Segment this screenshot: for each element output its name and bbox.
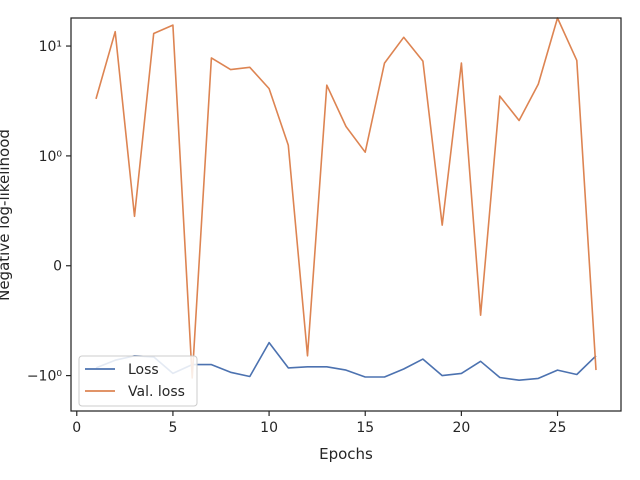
x-tick-label: 25 [549,420,567,436]
y-tick-label: 0 [53,259,62,275]
y-tick-label: −10⁰ [27,369,63,385]
x-axis-label: Epochs [319,445,373,463]
y-tick-label: 10¹ [39,39,62,55]
legend-label: Val. loss [128,384,185,400]
plot-area [95,17,597,381]
x-tick-label: 0 [72,420,81,436]
legend: Loss Val. loss [78,355,198,407]
x-tick-label: 15 [356,420,374,436]
y-axis-label: Negative log-likelihood [0,129,13,301]
legend-label: Loss [128,362,159,378]
y-tick-label: 10⁰ [39,149,63,165]
axes-frame [70,17,622,412]
axis-ticks: 0 5 10 15 20 25 10¹ 10⁰ 0 −10⁰ [27,39,567,436]
series-line-2 [95,17,597,379]
x-tick-label: 5 [168,420,177,436]
x-tick-label: 20 [452,420,470,436]
x-tick-label: 10 [260,420,278,436]
